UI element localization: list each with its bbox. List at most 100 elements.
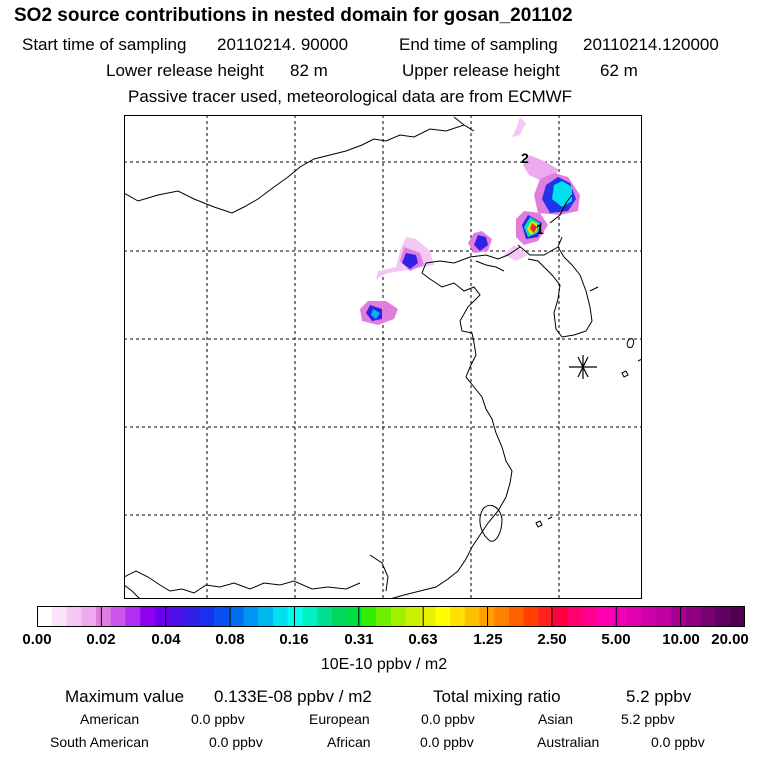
coastline xyxy=(475,260,505,272)
coastline xyxy=(527,246,593,338)
coastline xyxy=(389,262,513,599)
start-time-value: 20110214. 90000 xyxy=(217,35,349,54)
colorbar-units: 10E-10 ppbv / m2 xyxy=(320,656,448,673)
colorbar-cell xyxy=(155,606,171,627)
region-name: Asian xyxy=(538,711,574,727)
border-line xyxy=(369,554,389,592)
colorbar-cell xyxy=(346,606,363,627)
colorbar-tick: 0.02 xyxy=(86,631,116,648)
border-line xyxy=(453,116,465,126)
border-line xyxy=(517,244,559,256)
receptor-asterisk-icon xyxy=(569,355,597,379)
region-name: African xyxy=(327,734,371,750)
colorbar-cell xyxy=(405,606,422,627)
colorbar-cell xyxy=(199,606,215,627)
colorbar-cell xyxy=(391,606,407,627)
plume-patch xyxy=(552,181,572,207)
plume-patch xyxy=(504,245,528,261)
colorbar-tick: 5.00 xyxy=(601,631,631,648)
island xyxy=(535,520,543,528)
colorbar-cell xyxy=(671,606,687,627)
max-value-label: Maximum value xyxy=(65,687,185,706)
colorbar-cell xyxy=(228,606,245,627)
colorbar-tick: 0.31 xyxy=(344,631,374,648)
plume-core xyxy=(530,223,537,233)
colorbar-cell xyxy=(302,606,318,627)
region-name: Australian xyxy=(537,734,600,750)
plume-patch xyxy=(474,235,488,251)
colorbar-cell xyxy=(700,606,717,627)
colorbar-tick: 20.00 xyxy=(711,631,749,648)
colorbar-cell xyxy=(730,606,745,627)
colorbar-cell xyxy=(361,606,377,627)
colorbar-cell xyxy=(37,606,53,627)
colorbar-tick: 0.00 xyxy=(22,631,52,648)
total-mixing-label: Total mixing ratio xyxy=(433,687,561,706)
colorbar-cell xyxy=(450,606,466,627)
border-line xyxy=(124,584,141,599)
concentration-plume xyxy=(360,117,580,325)
region-name: European xyxy=(309,711,370,727)
plume-patch xyxy=(371,309,380,319)
colorbar-cell xyxy=(509,606,525,627)
region-value: 5.2 ppbv xyxy=(621,711,675,727)
colorbar-frame xyxy=(37,606,745,627)
colorbar-cell xyxy=(420,606,436,627)
colorbar-cell xyxy=(641,606,658,627)
map-panel: 2 1 xyxy=(124,115,642,599)
colorbar-cell xyxy=(715,606,731,627)
border-line xyxy=(124,570,361,594)
plume-patch xyxy=(512,117,526,137)
colorbar-cell xyxy=(597,606,613,627)
colorbar-cell xyxy=(494,606,510,627)
colorbar-cell xyxy=(169,606,186,627)
colorbar-tick: 0.04 xyxy=(151,631,181,648)
colorbar-cell xyxy=(612,606,628,627)
colorbar-cell xyxy=(273,606,289,627)
end-time-value: 20110214.120000 xyxy=(583,35,719,54)
colorbar-cell xyxy=(243,606,259,627)
island-taiwan xyxy=(479,504,503,542)
figure-title: SO2 source contributions in nested domai… xyxy=(14,5,573,26)
colorbar-cell xyxy=(125,606,141,627)
coastlines xyxy=(124,116,642,599)
colorbar-tick: 0.63 xyxy=(408,631,438,648)
island xyxy=(626,338,635,348)
colorbar-cell xyxy=(96,606,112,627)
start-time-label: Start time of sampling xyxy=(22,35,187,54)
upper-release-label: Upper release height xyxy=(402,61,560,80)
colorbar-cell xyxy=(568,606,584,627)
border-line xyxy=(124,124,475,214)
region-name: American xyxy=(80,711,140,727)
colorbar-cell xyxy=(464,606,481,627)
region-name: South American xyxy=(50,734,149,750)
lower-release-value: 82 m xyxy=(290,61,328,80)
source-marker-1: 1 xyxy=(536,221,544,237)
tracer-note: Passive tracer used, meteorological data… xyxy=(128,87,573,106)
plume-patch xyxy=(402,253,418,269)
colorbar-cell xyxy=(332,606,348,627)
colorbar-tick: 0.16 xyxy=(279,631,309,648)
colorbar-cell xyxy=(523,606,540,627)
colorbar-cell xyxy=(376,606,392,627)
border-line xyxy=(557,236,563,248)
colorbar-cell xyxy=(656,606,672,627)
colorbar-tick: 2.50 xyxy=(537,631,567,648)
colorbar-cell xyxy=(81,606,97,627)
colorbar-tick: 0.08 xyxy=(215,631,245,648)
lat-lon-grid xyxy=(124,115,642,599)
coastline xyxy=(547,516,553,520)
border-line xyxy=(549,194,573,224)
colorbar-cell xyxy=(686,606,702,627)
region-value: 0.0 ppbv xyxy=(209,734,263,750)
map-frame xyxy=(124,115,642,599)
colorbar-cell xyxy=(140,606,156,627)
colorbar-cell xyxy=(51,606,68,627)
island xyxy=(621,370,629,378)
colorbar-cell xyxy=(214,606,230,627)
upper-release-value: 62 m xyxy=(600,61,638,80)
colorbar-cell xyxy=(627,606,643,627)
colorbar-cell xyxy=(538,606,554,627)
colorbar xyxy=(37,606,745,627)
colorbar-cell xyxy=(553,606,569,627)
